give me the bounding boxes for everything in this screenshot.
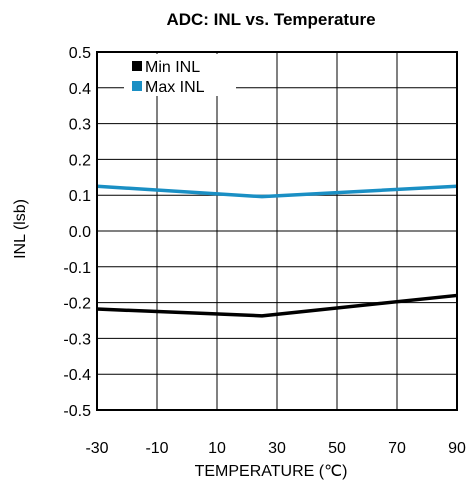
- series-line-min-inl: [96, 293, 458, 318]
- y-tick-label: -0.5: [63, 403, 91, 420]
- x-tick-label: -30: [85, 440, 108, 457]
- legend: Min INL Max INL: [124, 54, 236, 96]
- y-tick-label: 0.0: [69, 224, 91, 241]
- x-tick-label: 70: [388, 440, 406, 457]
- x-tick-label: 10: [208, 440, 226, 457]
- plot-frame: [96, 51, 458, 411]
- y-tick-label: -0.2: [63, 296, 91, 313]
- y-tick-label: 0.2: [69, 152, 91, 169]
- x-tick-labels: -30 -10 10 30 50 70 90: [85, 440, 466, 457]
- y-tick-label: -0.1: [63, 260, 91, 277]
- x-tick-label: 90: [448, 440, 466, 457]
- y-tick-label: -0.3: [63, 331, 91, 348]
- x-axis-label: TEMPERATURE (℃): [195, 463, 348, 480]
- legend-swatch: [132, 81, 142, 91]
- y-tick-label: -0.4: [63, 367, 91, 384]
- legend-label: Min INL: [145, 59, 200, 76]
- y-tick-labels: 0.5 0.4 0.3 0.2 0.1 0.0 -0.1 -0.2 -0.3 -0.4 -0.5: [63, 45, 91, 420]
- x-tick-label: 50: [328, 440, 346, 457]
- chart-title: ADC: INL vs. Temperature: [166, 10, 375, 29]
- legend-label: Max INL: [145, 79, 205, 96]
- x-tick-label: 30: [268, 440, 286, 457]
- y-axis-label: INL (lsb): [12, 199, 29, 259]
- series-line-max-inl: [96, 184, 458, 199]
- legend-swatch: [132, 61, 142, 71]
- legend-background: [124, 54, 236, 96]
- x-tick-label: -10: [145, 440, 168, 457]
- y-tick-label: 0.3: [69, 117, 91, 134]
- y-tick-label: 0.1: [69, 188, 91, 205]
- series-layer: [96, 184, 458, 318]
- y-tick-label: 0.4: [69, 81, 91, 98]
- y-tick-label: 0.5: [69, 45, 91, 62]
- grid: [96, 51, 458, 411]
